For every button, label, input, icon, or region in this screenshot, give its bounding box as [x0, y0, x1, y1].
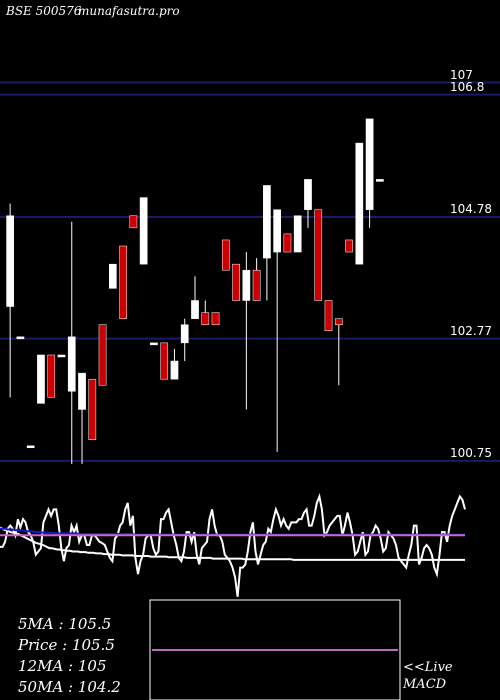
- ma12-readout: 12MA : 105: [18, 657, 107, 675]
- indicator-series-line: [0, 493, 466, 597]
- y-tick-label: 102.77: [450, 323, 492, 338]
- candle-body: [273, 209, 282, 253]
- candle-body: [129, 215, 138, 229]
- candle-body: [180, 324, 189, 344]
- candle-body: [170, 360, 179, 380]
- y-tick-label: 104.78: [450, 201, 492, 216]
- candle-body: [334, 318, 343, 325]
- candle-body: [314, 209, 323, 301]
- macd-label: MACD: [403, 677, 447, 692]
- candle-body: [293, 215, 302, 253]
- candlestick-series: [6, 118, 384, 464]
- candle-body: [139, 197, 148, 265]
- candle-body: [304, 179, 312, 210]
- candle-body: [47, 354, 56, 398]
- site-label: munafasutra.pro: [78, 4, 180, 18]
- ma5-readout: 5MA : 105.5: [18, 615, 112, 633]
- candle-body: [283, 233, 292, 253]
- candle-body: [88, 378, 97, 440]
- indicator-series-line: [0, 526, 465, 561]
- candle-body: [57, 354, 66, 358]
- y-tick-label: 107: [450, 67, 473, 82]
- candle-body: [16, 336, 25, 340]
- candle-body: [67, 336, 76, 392]
- candle-body: [252, 269, 261, 301]
- candle-body: [37, 354, 45, 404]
- candle-body: [26, 445, 35, 449]
- price-grid-lines: [0, 81, 500, 462]
- ma50-readout: 50MA : 104.2: [18, 678, 121, 696]
- y-tick-label: 100.75: [450, 445, 492, 460]
- candle-body: [211, 312, 220, 325]
- candle-body: [98, 324, 107, 386]
- candle-body: [108, 263, 117, 289]
- candle-body: [345, 239, 353, 253]
- price-readout: Price : 105.5: [18, 636, 115, 654]
- candle-body: [150, 342, 158, 346]
- candle-body: [221, 239, 230, 271]
- candle-body: [263, 185, 271, 259]
- candle-body: [376, 179, 384, 182]
- live-label: <<Live: [403, 660, 453, 675]
- candle-body: [6, 215, 14, 307]
- indicator-panel: [0, 493, 466, 597]
- candle-body: [355, 142, 364, 265]
- candle-body: [242, 269, 251, 301]
- candle-body: [201, 312, 210, 325]
- candle-body: [232, 263, 240, 301]
- y-tick-label: 106.8: [450, 79, 485, 94]
- candle-body: [78, 372, 86, 410]
- candle-body: [365, 118, 374, 210]
- candle-body: [324, 300, 333, 332]
- candle-body: [191, 300, 199, 319]
- candle-body: [160, 342, 169, 380]
- candle-body: [119, 245, 127, 319]
- symbol-label: BSE 500576: [6, 4, 82, 18]
